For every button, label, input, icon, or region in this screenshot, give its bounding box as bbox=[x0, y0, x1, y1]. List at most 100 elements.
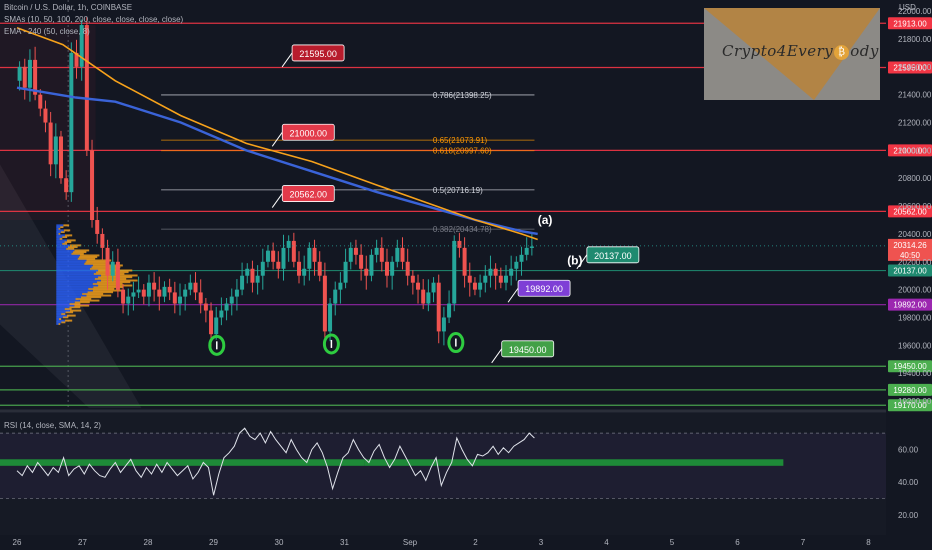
callout-label: 19892.00 bbox=[525, 284, 563, 294]
volume-profile-bar bbox=[56, 309, 71, 312]
candle-body bbox=[100, 233, 105, 248]
candle-body bbox=[348, 247, 353, 262]
rsi-tick-label: 40.00 bbox=[898, 478, 919, 487]
candle-body bbox=[64, 178, 69, 193]
volume-profile-bar bbox=[80, 254, 100, 257]
time-tick-label: 29 bbox=[209, 538, 218, 547]
time-tick-label: 4 bbox=[604, 538, 609, 547]
candle-body bbox=[38, 94, 43, 109]
candle-body bbox=[493, 268, 498, 276]
candle-body bbox=[43, 108, 48, 123]
candle-body bbox=[452, 240, 457, 304]
candle-body bbox=[203, 303, 208, 311]
wave-annotation: (b) bbox=[567, 254, 582, 268]
fib-label: 0.618(20997.60) bbox=[433, 147, 492, 156]
price-tick-label: 19800.00 bbox=[898, 313, 932, 322]
candle-body bbox=[478, 282, 483, 290]
candle-body bbox=[141, 289, 146, 297]
volume-profile-bar bbox=[56, 231, 61, 234]
candle-body bbox=[219, 310, 224, 318]
candle-body bbox=[224, 303, 229, 311]
volume-profile-bar bbox=[98, 276, 133, 279]
callout-pointer bbox=[576, 254, 588, 270]
candle-body bbox=[519, 254, 524, 262]
candle-body bbox=[136, 289, 141, 293]
callout-label: 21595.00 bbox=[299, 49, 337, 59]
volume-profile-bar bbox=[61, 312, 66, 315]
volume-profile-bar bbox=[58, 317, 62, 320]
level-axis-tag bbox=[888, 383, 932, 396]
candle-body bbox=[167, 286, 172, 293]
candle-body bbox=[58, 136, 63, 179]
rsi-legend[interactable]: RSI (14, close, SMA, 14, 2) bbox=[4, 421, 101, 430]
fib-label: 0.5(20716.19) bbox=[433, 186, 483, 195]
volume-profile-bar bbox=[86, 294, 112, 297]
candle-body bbox=[286, 240, 291, 248]
volume-profile-bar bbox=[63, 224, 70, 227]
level-axis-tag bbox=[888, 298, 932, 311]
volume-profile-bar bbox=[87, 291, 114, 294]
volume-profile-bar bbox=[56, 246, 69, 249]
price-tick-label: 21800.00 bbox=[898, 35, 932, 44]
candle-body bbox=[260, 261, 265, 276]
candle-body bbox=[69, 52, 74, 193]
volume-profile-bar bbox=[72, 251, 87, 254]
volume-profile-bar bbox=[70, 244, 82, 247]
volume-profile-bar bbox=[65, 234, 73, 237]
volume-profile-bar bbox=[56, 311, 66, 314]
candle-body bbox=[333, 289, 338, 304]
time-tick-label: 28 bbox=[144, 538, 153, 547]
ema-legend[interactable]: EMA - 240 (50, close, 8) bbox=[4, 27, 90, 36]
candle-body bbox=[297, 261, 302, 276]
candle-body bbox=[74, 52, 79, 67]
sma-legend[interactable]: SMAs (10, 50, 100, 200, close, close, cl… bbox=[4, 15, 184, 24]
volume-profile-bar bbox=[56, 289, 93, 292]
callout-label: 20562.00 bbox=[290, 190, 328, 200]
callout-box bbox=[281, 185, 335, 202]
callout-pointer bbox=[491, 348, 503, 364]
volume-profile-bar bbox=[56, 234, 66, 237]
rsi-tick-label: 20.00 bbox=[898, 511, 919, 520]
candle-body bbox=[90, 150, 95, 221]
sma-line bbox=[16, 86, 538, 236]
callout-pointer bbox=[271, 131, 283, 147]
volume-profile-bar bbox=[93, 286, 124, 289]
volume-profile-bar bbox=[56, 276, 99, 279]
candle-body bbox=[177, 296, 182, 304]
candle-body bbox=[503, 275, 508, 283]
candle-body bbox=[84, 25, 89, 151]
candle-body bbox=[472, 282, 477, 290]
candle-body bbox=[400, 247, 405, 262]
volume-profile-bar bbox=[77, 257, 96, 260]
volume-profile-bar bbox=[56, 224, 64, 227]
candle-body bbox=[488, 268, 493, 276]
price-tick-label: 20400.00 bbox=[898, 230, 932, 239]
volume-profile-bar bbox=[64, 241, 72, 244]
candle-body bbox=[410, 275, 415, 283]
level-axis-label: 19170.00 bbox=[893, 401, 927, 410]
volume-profile-bar bbox=[56, 314, 67, 317]
volume-profile-bar bbox=[98, 269, 133, 272]
candle-body bbox=[374, 247, 379, 255]
price-tick-label: 20000.00 bbox=[898, 286, 932, 295]
volume-profile-bar bbox=[98, 284, 133, 287]
candle-body bbox=[17, 66, 22, 81]
candle-body bbox=[146, 282, 151, 297]
candle-body bbox=[483, 275, 488, 283]
time-tick-label: 26 bbox=[13, 538, 22, 547]
volume-profile-bar bbox=[56, 281, 98, 284]
volume-profile-bar bbox=[94, 277, 127, 280]
candle-body bbox=[229, 296, 234, 304]
level-axis-label: 20562.00 bbox=[893, 207, 927, 216]
candle-body bbox=[255, 275, 260, 283]
candle-body bbox=[302, 268, 307, 276]
rsi-support-band bbox=[0, 459, 365, 466]
candle-body bbox=[281, 247, 286, 269]
candle-body bbox=[307, 247, 312, 269]
level-axis-label: 21595.00 bbox=[893, 64, 927, 73]
level-axis-label: 19280.00 bbox=[893, 386, 927, 395]
price-tick-label: 21600.00 bbox=[898, 63, 932, 72]
volume-profile-bar bbox=[56, 229, 64, 232]
candle-body bbox=[390, 261, 395, 276]
volume-profile-bar bbox=[58, 232, 61, 235]
